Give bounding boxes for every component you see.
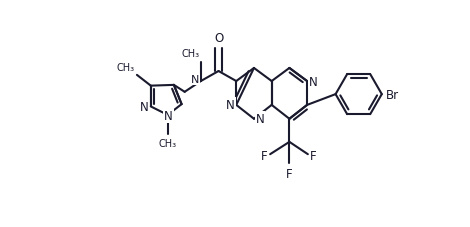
Text: CH₃: CH₃ [159,138,177,148]
Text: F: F [286,168,293,180]
Text: N: N [164,110,173,123]
Text: F: F [261,150,268,163]
Text: CH₃: CH₃ [117,62,134,72]
Text: F: F [310,150,317,163]
Text: N: N [226,99,235,112]
Text: N: N [256,113,264,126]
Text: N: N [191,75,199,85]
Text: N: N [309,75,317,88]
Text: O: O [214,32,223,45]
Text: CH₃: CH₃ [181,49,199,59]
Text: N: N [140,101,149,114]
Text: Br: Br [385,88,399,101]
